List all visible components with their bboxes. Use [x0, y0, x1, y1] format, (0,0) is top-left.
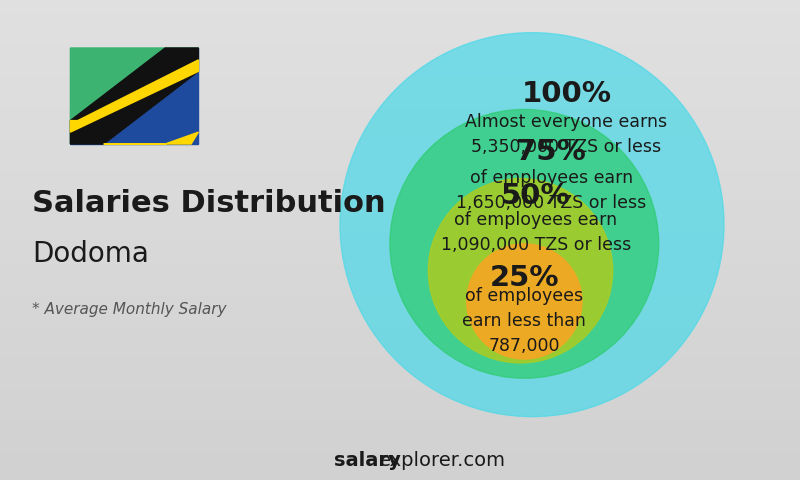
Circle shape: [340, 33, 724, 417]
Text: explorer.com: explorer.com: [379, 451, 506, 470]
Polygon shape: [70, 48, 198, 144]
Text: of employees earn
1,650,000 TZS or less: of employees earn 1,650,000 TZS or less: [456, 168, 646, 212]
Circle shape: [390, 109, 658, 378]
Text: Almost everyone earns
5,350,000 TZS or less: Almost everyone earns 5,350,000 TZS or l…: [466, 113, 668, 156]
Polygon shape: [70, 60, 198, 132]
Circle shape: [466, 244, 582, 359]
Text: * Average Monthly Salary: * Average Monthly Salary: [32, 302, 226, 317]
Text: 75%: 75%: [516, 138, 586, 166]
Text: 50%: 50%: [501, 182, 570, 210]
Polygon shape: [70, 48, 198, 144]
Polygon shape: [104, 132, 198, 144]
Text: 25%: 25%: [490, 264, 559, 292]
Polygon shape: [70, 48, 198, 144]
Text: Dodoma: Dodoma: [32, 240, 149, 268]
Text: of employees
earn less than
787,000: of employees earn less than 787,000: [462, 287, 586, 355]
Text: salary: salary: [334, 451, 401, 470]
Text: of employees earn
1,090,000 TZS or less: of employees earn 1,090,000 TZS or less: [441, 211, 631, 254]
Circle shape: [428, 179, 613, 363]
Text: Salaries Distribution: Salaries Distribution: [32, 190, 386, 218]
Text: 100%: 100%: [522, 80, 611, 108]
